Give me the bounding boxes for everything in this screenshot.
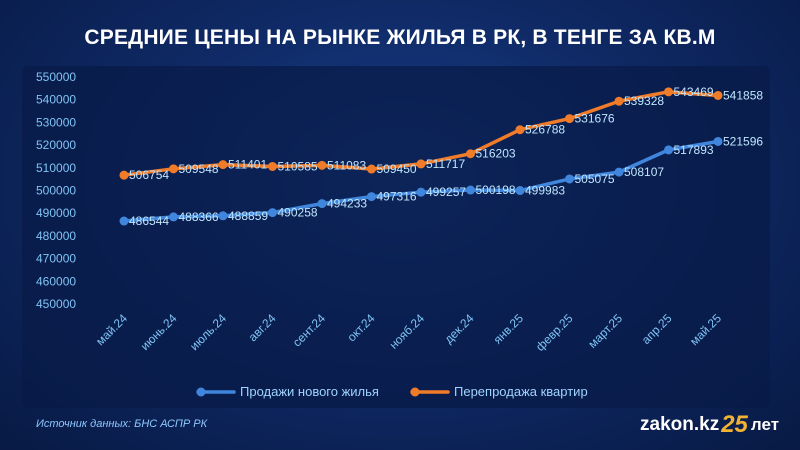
- data-point: [218, 160, 228, 170]
- data-label: 486544: [129, 214, 169, 228]
- x-tick-label: янв.25: [491, 311, 527, 347]
- brand-domain: zakon.kz: [640, 414, 720, 435]
- data-label: 509450: [377, 162, 417, 176]
- data-label: 543469: [674, 85, 714, 99]
- data-label: 508107: [624, 165, 664, 179]
- data-point: [614, 167, 624, 177]
- y-tick-label: 530000: [36, 115, 76, 129]
- x-tick-label: авг.24: [246, 311, 279, 344]
- data-label: 499983: [525, 184, 565, 198]
- data-label: 497316: [377, 190, 417, 204]
- data-label: 494233: [327, 197, 367, 211]
- line-chart: 450000 460000 470000 480000 490000 500000 5100…: [36, 70, 763, 399]
- data-label: 506754: [129, 168, 169, 182]
- data-label: 511083: [327, 158, 366, 172]
- data-label: 511717: [426, 157, 465, 171]
- x-tick-label: май.24: [93, 311, 130, 348]
- data-point: [119, 216, 129, 226]
- chart-panel: 450000 460000 470000 480000 490000 500000 5100…: [22, 66, 770, 408]
- data-point: [515, 125, 525, 135]
- data-point: [466, 185, 475, 195]
- data-point: [169, 212, 178, 222]
- legend-marker: [196, 387, 206, 397]
- data-point: [317, 160, 327, 170]
- data-label: 490258: [278, 206, 318, 220]
- data-point: [466, 149, 475, 159]
- data-label: 488859: [228, 209, 268, 223]
- data-label: 510585: [278, 159, 318, 173]
- x-tick-label: апр.25: [639, 311, 675, 347]
- data-point: [565, 174, 574, 184]
- data-label: 505075: [575, 172, 615, 186]
- data-label: 531676: [575, 112, 615, 126]
- data-point: [664, 87, 673, 97]
- data-point: [367, 164, 376, 174]
- data-point: [416, 187, 426, 197]
- y-tick-label: 520000: [36, 138, 76, 152]
- brand-logo: zakon.kz 25 лет: [640, 410, 779, 440]
- x-tick-label: дек.24: [442, 311, 477, 346]
- source-note: Источник данных: БНС АСПР РК: [36, 418, 208, 430]
- legend-label: Продажи нового жилья: [240, 384, 379, 399]
- data-label: 541858: [723, 88, 763, 102]
- x-tick-label: март.25: [585, 311, 625, 351]
- y-tick-label: 490000: [36, 206, 76, 220]
- data-label: 488366: [179, 210, 219, 224]
- data-label: 516203: [476, 147, 516, 161]
- data-point: [614, 96, 624, 106]
- y-tick-label: 500000: [36, 184, 76, 198]
- data-label: 509548: [179, 162, 219, 176]
- data-point: [416, 159, 426, 169]
- brand-number: 25: [721, 411, 748, 438]
- legend-marker: [410, 387, 420, 397]
- y-tick-label: 480000: [36, 229, 76, 243]
- y-tick-label: 460000: [36, 274, 76, 288]
- data-point: [664, 145, 673, 155]
- data-point: [169, 164, 178, 174]
- data-label: 517893: [674, 143, 714, 157]
- x-tick-label: февр.25: [533, 311, 576, 354]
- data-point: [367, 192, 376, 202]
- y-tick-label: 550000: [36, 70, 76, 84]
- y-tick-label: 540000: [36, 93, 76, 107]
- data-label: 521596: [723, 134, 763, 148]
- data-label: 526788: [525, 123, 565, 137]
- y-tick-label: 510000: [36, 161, 76, 175]
- data-label: 539328: [624, 94, 664, 108]
- data-point: [565, 114, 574, 124]
- data-point: [119, 170, 129, 180]
- data-point: [713, 90, 723, 100]
- x-tick-label: сент.24: [290, 311, 329, 350]
- x-tick-label: окт.24: [344, 311, 377, 344]
- page-title: СРЕДНИЕ ЦЕНЫ НА РЫНКЕ ЖИЛЬЯ В РК, В ТЕНГ…: [84, 26, 716, 49]
- y-tick-label: 450000: [36, 297, 76, 311]
- data-point: [268, 161, 277, 171]
- data-point: [317, 199, 327, 209]
- x-tick-label: май.25: [687, 311, 724, 348]
- brand-suffix: лет: [750, 415, 780, 434]
- x-tick-label: июль.24: [187, 311, 229, 353]
- data-label: 500198: [476, 183, 516, 197]
- data-point: [218, 211, 228, 221]
- data-label: 511401: [228, 158, 267, 172]
- data-label: 499257: [426, 185, 466, 199]
- x-tick-label: нояб.24: [387, 311, 428, 352]
- legend-label: Перепродажа квартир: [454, 384, 588, 399]
- data-point: [713, 136, 723, 146]
- data-point: [515, 186, 525, 196]
- x-tick-label: июнь.24: [138, 311, 180, 353]
- data-point: [268, 208, 277, 218]
- y-tick-label: 470000: [36, 252, 76, 266]
